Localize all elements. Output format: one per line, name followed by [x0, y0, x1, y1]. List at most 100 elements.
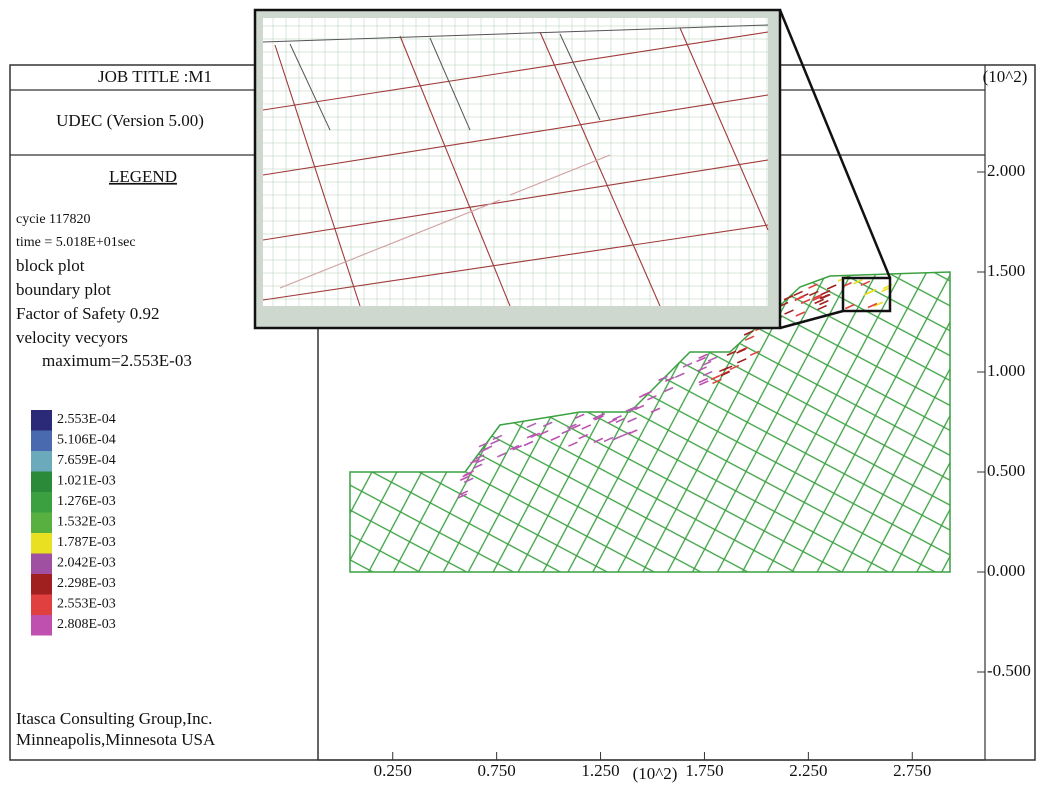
velocity-vector	[795, 311, 806, 317]
velocity-vector	[793, 290, 803, 297]
velocity-vector	[812, 293, 823, 300]
legend-line: block plot	[16, 256, 85, 275]
velocity-vector	[457, 493, 468, 499]
zoom-box	[841, 276, 892, 313]
color-swatch	[31, 430, 52, 451]
velocity-vector	[492, 434, 503, 441]
color-swatch	[31, 533, 52, 554]
velocity-vector	[702, 370, 713, 377]
velocity-vector	[736, 358, 747, 364]
velocity-vector	[820, 293, 831, 300]
legend-line: velocity vecyors	[16, 328, 128, 347]
velocity-vector	[578, 433, 589, 440]
velocity-vector	[603, 436, 614, 443]
color-label: 2.042E-03	[57, 556, 116, 571]
velocity-vector	[574, 413, 585, 420]
velocity-vector	[820, 289, 831, 296]
velocity-vector	[568, 441, 578, 447]
velocity-vector	[638, 392, 649, 398]
velocity-vector	[800, 298, 811, 305]
velocity-vector	[459, 475, 470, 481]
velocity-vector	[658, 375, 668, 382]
velocity-vector	[475, 458, 485, 464]
velocity-vector	[720, 371, 730, 377]
velocity-vector	[612, 435, 622, 441]
zoom-connector	[778, 9, 892, 279]
color-swatch	[31, 615, 52, 636]
color-label: 2.298E-03	[57, 576, 116, 591]
velocity-vector	[665, 376, 675, 383]
color-label: 1.276E-03	[57, 494, 116, 509]
velocity-vector	[866, 288, 877, 295]
velocity-vector	[701, 360, 712, 367]
velocity-vector	[663, 386, 674, 393]
velocity-vector	[530, 432, 540, 438]
velocity-vector	[743, 330, 754, 336]
y-tick-label: 0.000	[987, 561, 1025, 580]
velocity-vector	[627, 429, 638, 435]
velocity-vector	[615, 417, 626, 424]
zoom-inset	[253, 8, 782, 330]
y-tick-label: -0.500	[987, 661, 1031, 680]
x-tick-label: 0.250	[374, 761, 412, 780]
color-label: 1.787E-03	[57, 535, 116, 550]
color-swatch	[31, 594, 52, 615]
footer-line: Minneapolis,Minnesota USA	[16, 730, 216, 749]
velocity-vector	[625, 406, 636, 412]
velocity-vector	[808, 283, 818, 289]
velocity-vector	[726, 350, 737, 357]
velocity-vector	[744, 335, 755, 341]
color-swatch	[31, 451, 52, 472]
legend-line: cycie 117820	[16, 212, 91, 227]
y-tick-label: 1.500	[987, 261, 1025, 280]
x-tick-label: 1.750	[685, 761, 723, 780]
version: UDEC (Version 5.00)	[56, 111, 204, 130]
velocity-vector	[819, 299, 829, 306]
velocity-vector	[462, 471, 472, 478]
y-tick-label: 2.000	[987, 161, 1025, 180]
velocity-vector	[867, 302, 878, 309]
velocity-vector	[509, 444, 520, 451]
color-swatch	[31, 574, 52, 595]
velocity-vector	[808, 290, 819, 297]
color-label: 1.532E-03	[57, 515, 116, 530]
velocity-vector	[712, 378, 722, 385]
velocity-vector	[474, 454, 485, 460]
velocity-vector	[698, 353, 708, 359]
velocity-vector	[722, 365, 733, 371]
velocity-vector	[860, 280, 871, 287]
zoom-connector	[779, 309, 844, 330]
y-tick-label: 0.500	[987, 461, 1025, 480]
velocity-vector	[698, 377, 709, 384]
velocity-vector	[472, 463, 483, 469]
velocity-vector	[526, 422, 537, 429]
legend-line: Factor of Safety 0.92	[16, 304, 160, 323]
velocity-vector	[482, 445, 493, 451]
velocity-vector	[581, 424, 592, 430]
x-tick-label: 2.750	[893, 761, 931, 780]
color-swatch	[31, 512, 52, 533]
velocity-vector	[561, 428, 572, 435]
color-swatch	[31, 471, 52, 492]
velocity-vector	[812, 295, 823, 302]
velocity-vector	[567, 423, 577, 430]
color-label: 5.106E-04	[57, 433, 116, 448]
legend-title: LEGEND	[109, 167, 177, 186]
y-unit: (10^2)	[983, 67, 1028, 86]
velocity-vector	[512, 445, 522, 451]
velocity-vector	[853, 279, 863, 285]
velocity-vector	[458, 490, 469, 496]
legend-line: maximum=2.553E-03	[42, 351, 192, 370]
color-swatch	[31, 492, 52, 513]
velocity-vector	[634, 404, 645, 411]
x-tick-label: 1.250	[581, 761, 619, 780]
x-tick-label: 2.250	[789, 761, 827, 780]
velocity-vector	[470, 458, 480, 465]
velocity-vector	[682, 362, 693, 368]
legend-line: time = 5.018E+01sec	[16, 235, 136, 250]
x-tick-label: 0.750	[478, 761, 516, 780]
velocity-vector	[647, 395, 657, 401]
legend-line: boundary plot	[16, 280, 111, 299]
velocity-vector	[814, 298, 825, 305]
